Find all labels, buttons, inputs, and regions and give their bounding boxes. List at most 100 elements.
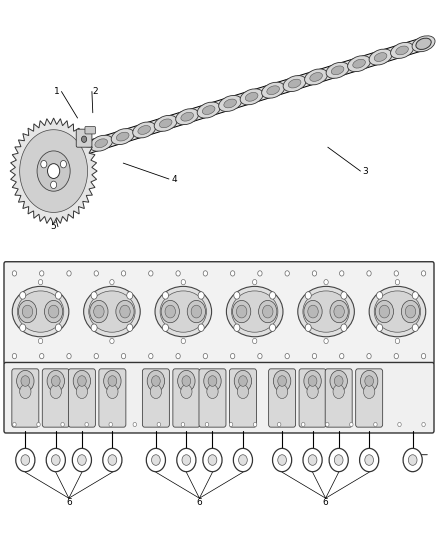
Ellipse shape	[226, 286, 283, 337]
Circle shape	[367, 271, 371, 276]
Circle shape	[146, 448, 166, 472]
Ellipse shape	[74, 146, 86, 154]
Circle shape	[20, 385, 31, 399]
Ellipse shape	[348, 55, 371, 72]
Text: 2: 2	[93, 87, 99, 96]
Ellipse shape	[391, 43, 413, 59]
Circle shape	[208, 455, 217, 465]
Circle shape	[412, 292, 418, 299]
Circle shape	[39, 271, 44, 276]
Circle shape	[233, 301, 251, 322]
Circle shape	[47, 164, 60, 179]
Circle shape	[304, 370, 321, 392]
Circle shape	[17, 370, 34, 392]
Circle shape	[334, 305, 344, 318]
Circle shape	[165, 305, 176, 318]
Circle shape	[229, 422, 233, 426]
Circle shape	[341, 324, 347, 332]
Circle shape	[276, 385, 288, 399]
Circle shape	[133, 422, 137, 426]
Circle shape	[39, 338, 43, 344]
Circle shape	[365, 376, 374, 386]
Circle shape	[150, 385, 162, 399]
Circle shape	[207, 385, 218, 399]
Ellipse shape	[18, 291, 64, 332]
Circle shape	[360, 448, 379, 472]
Circle shape	[176, 271, 180, 276]
Circle shape	[127, 292, 133, 299]
Circle shape	[104, 370, 121, 392]
Ellipse shape	[232, 291, 278, 332]
Circle shape	[305, 292, 311, 299]
Circle shape	[308, 376, 317, 386]
Circle shape	[162, 292, 169, 299]
Circle shape	[198, 324, 204, 332]
Circle shape	[67, 353, 71, 359]
Circle shape	[182, 376, 191, 386]
Text: 3: 3	[363, 166, 368, 175]
Circle shape	[277, 422, 281, 426]
Ellipse shape	[197, 102, 220, 118]
Circle shape	[258, 353, 262, 359]
FancyBboxPatch shape	[68, 369, 95, 427]
Ellipse shape	[267, 86, 279, 94]
Ellipse shape	[416, 38, 431, 50]
Circle shape	[161, 301, 180, 322]
Circle shape	[91, 292, 97, 299]
Ellipse shape	[133, 122, 155, 138]
Circle shape	[204, 370, 221, 392]
Ellipse shape	[224, 99, 237, 108]
Circle shape	[73, 370, 91, 392]
FancyBboxPatch shape	[12, 369, 39, 427]
Ellipse shape	[412, 36, 435, 52]
Circle shape	[330, 370, 347, 392]
Circle shape	[37, 151, 70, 191]
Circle shape	[273, 370, 291, 392]
FancyBboxPatch shape	[42, 369, 69, 427]
Circle shape	[421, 353, 426, 359]
Circle shape	[258, 271, 262, 276]
Ellipse shape	[202, 106, 215, 115]
Circle shape	[304, 301, 322, 322]
Circle shape	[22, 305, 33, 318]
Circle shape	[90, 301, 108, 322]
FancyBboxPatch shape	[85, 126, 95, 134]
Circle shape	[187, 301, 205, 322]
Ellipse shape	[304, 69, 328, 85]
Circle shape	[403, 448, 422, 472]
Circle shape	[203, 353, 208, 359]
Circle shape	[181, 385, 192, 399]
Circle shape	[325, 422, 329, 426]
Ellipse shape	[331, 66, 344, 75]
Ellipse shape	[261, 82, 285, 98]
Circle shape	[395, 338, 399, 344]
Circle shape	[312, 271, 317, 276]
Circle shape	[408, 455, 417, 465]
Ellipse shape	[374, 291, 420, 332]
Circle shape	[16, 448, 35, 472]
Circle shape	[78, 376, 86, 386]
Circle shape	[81, 136, 87, 142]
Circle shape	[39, 279, 43, 285]
Circle shape	[148, 353, 153, 359]
Circle shape	[330, 301, 348, 322]
Circle shape	[312, 353, 317, 359]
Circle shape	[72, 448, 92, 472]
Circle shape	[421, 271, 426, 276]
Circle shape	[230, 271, 235, 276]
Ellipse shape	[89, 291, 135, 332]
Ellipse shape	[353, 59, 365, 68]
Circle shape	[334, 455, 343, 465]
Circle shape	[303, 448, 322, 472]
Circle shape	[178, 370, 195, 392]
Circle shape	[339, 353, 344, 359]
Circle shape	[234, 292, 240, 299]
Circle shape	[51, 376, 60, 386]
Circle shape	[237, 385, 249, 399]
Circle shape	[324, 279, 328, 285]
Circle shape	[50, 181, 57, 189]
Ellipse shape	[240, 89, 263, 105]
Ellipse shape	[117, 132, 129, 141]
Ellipse shape	[155, 286, 212, 337]
Circle shape	[205, 422, 209, 426]
